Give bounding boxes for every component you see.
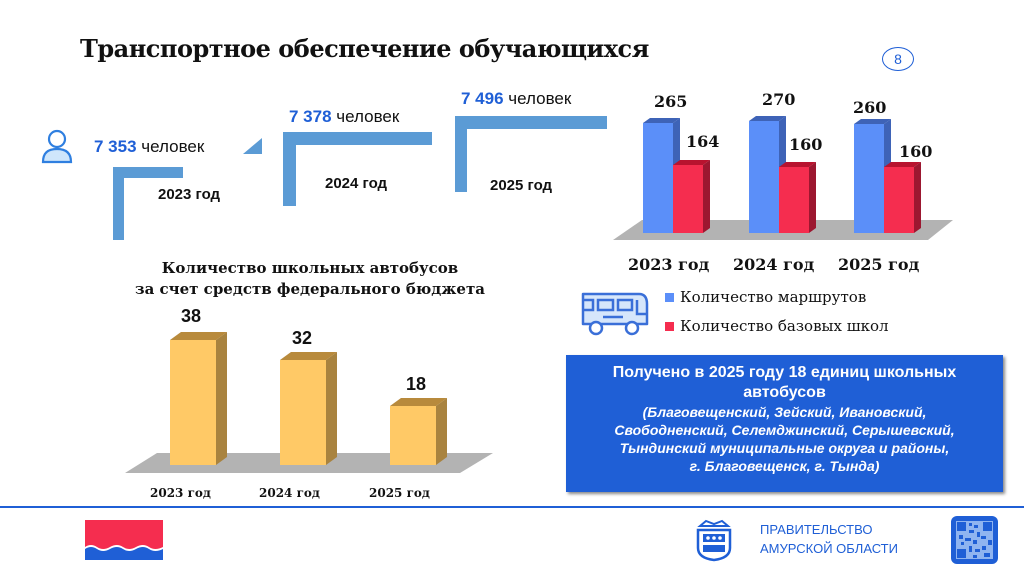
qr-code-icon[interactable] (951, 516, 998, 564)
page-title: Транспортное обеспечение обучающихся (80, 34, 649, 63)
government-name: ПРАВИТЕЛЬСТВО АМУРСКОЙ ОБЛАСТИ (760, 522, 898, 556)
step-2023-horizontal (113, 167, 183, 178)
buses-chart (120, 320, 520, 480)
legend-item-schools: Количество базовых школ (665, 317, 889, 335)
buses-chart-title: Количество школьных автобусов за счет ср… (135, 259, 485, 298)
legend-item-routes: Количество маршрутов (665, 288, 866, 306)
footer-divider (0, 506, 1024, 508)
schools-2025-value: 160 (899, 142, 933, 161)
legend-swatch-blue (665, 292, 674, 302)
buses-chart-category-2025: 2025 год (369, 486, 430, 500)
amur-flag-icon (85, 520, 163, 560)
step-2025-vertical (455, 116, 467, 192)
routes-schools-chart (600, 80, 1024, 250)
routes-2025-value: 260 (853, 98, 887, 117)
bus-icon (579, 290, 651, 338)
page-number-badge: 8 (882, 47, 914, 71)
buses-chart-category-2024: 2024 год (259, 486, 320, 500)
step-2023-year: 2023 год (158, 186, 221, 203)
step-2024-year: 2024 год (325, 175, 388, 192)
buses-chart-category-2023: 2023 год (150, 486, 211, 500)
info-box-received-buses: Получено в 2025 году 18 единиц школьных … (566, 355, 1003, 492)
step-2024-horizontal (283, 132, 432, 145)
buses-2025-value: 18 (406, 374, 427, 394)
person-icon (40, 128, 74, 164)
step-2025-year: 2025 год (490, 177, 553, 194)
students-2023-value: 7 353 человек (94, 137, 205, 156)
step-2025-horizontal (455, 116, 607, 129)
routes-chart-category-2025: 2025 год (838, 255, 920, 274)
routes-2023-value: 265 (654, 92, 688, 111)
students-2024-value: 7 378 человек (289, 107, 400, 126)
step-arrow-decoration (243, 138, 262, 154)
step-2024-vertical (283, 132, 296, 206)
step-2023-vertical (113, 167, 124, 240)
amur-coat-of-arms-icon (694, 518, 734, 562)
schools-2024-value: 160 (789, 135, 823, 154)
routes-2024-value: 270 (762, 90, 796, 109)
schools-2023-value: 164 (686, 132, 720, 151)
students-2025-value: 7 496 человек (461, 89, 572, 108)
routes-chart-category-2023: 2023 год (628, 255, 710, 274)
legend-swatch-red (665, 321, 674, 331)
buses-2024-value: 32 (292, 328, 313, 348)
routes-chart-category-2024: 2024 год (733, 255, 815, 274)
buses-2023-value: 38 (181, 306, 202, 326)
